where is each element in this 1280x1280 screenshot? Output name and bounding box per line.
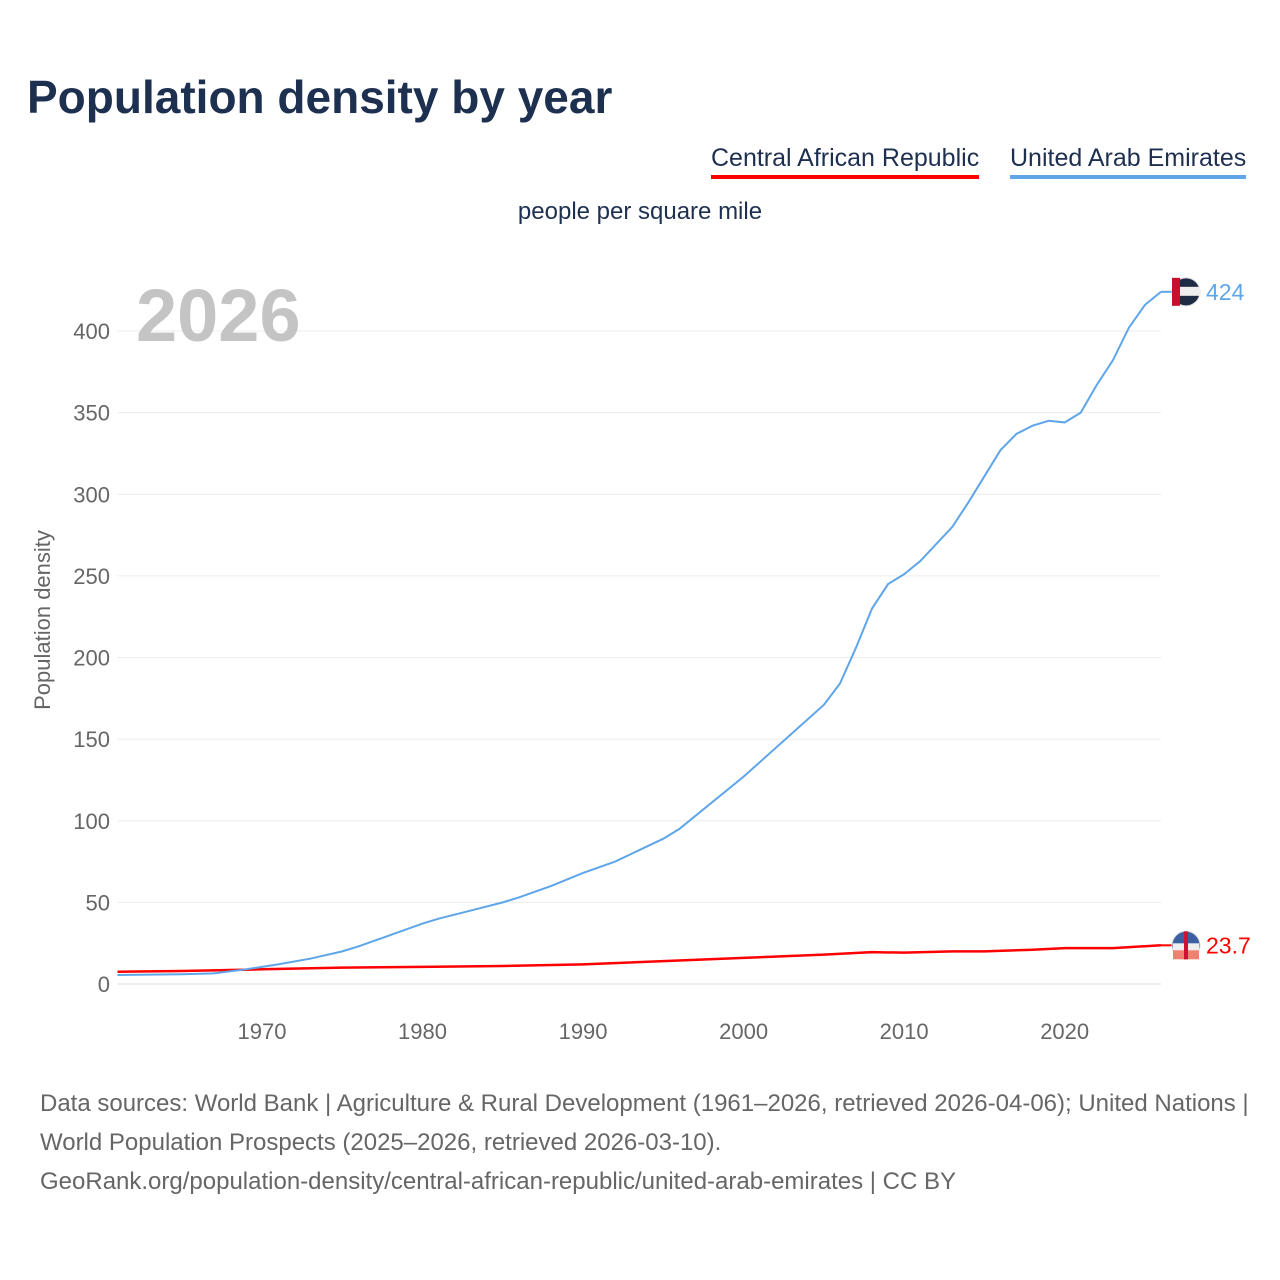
footer-sources-text: Data sources: World Bank | Agriculture &… bbox=[40, 1090, 1249, 1156]
end-value-label: 23.7 bbox=[1206, 932, 1251, 958]
y-tick-label: 200 bbox=[73, 646, 110, 671]
x-tick-label: 1970 bbox=[238, 1019, 287, 1044]
unit-subtitle: people per square mile bbox=[517, 198, 763, 225]
y-tick-label: 400 bbox=[73, 319, 110, 344]
x-tick-label: 2020 bbox=[1040, 1019, 1089, 1044]
x-tick-label: 2010 bbox=[880, 1019, 929, 1044]
x-tick-label: 1980 bbox=[398, 1019, 447, 1044]
y-tick-label: 350 bbox=[73, 401, 110, 426]
end-value-label: 424 bbox=[1206, 279, 1245, 305]
flag-icon-stripe bbox=[1184, 931, 1188, 960]
y-tick-label: 300 bbox=[73, 482, 110, 507]
series-line-car bbox=[117, 944, 1162, 974]
y-tick-label: 50 bbox=[86, 890, 110, 915]
year-watermark: 2026 bbox=[136, 274, 301, 357]
legend-united-arab-emirates[interactable]: United Arab Emirates bbox=[1010, 144, 1247, 179]
flag-icon-stripe bbox=[1180, 286, 1200, 296]
y-tick-label: 100 bbox=[73, 809, 110, 834]
flag-icon-stripe bbox=[1172, 277, 1180, 306]
y-tick-label: 150 bbox=[73, 727, 110, 752]
footer-sources: Data sources: World Bank | Agriculture &… bbox=[40, 1084, 1250, 1201]
line-chart: 0 50 100 150 200 250 300 350 400 1970 1980 1990 2000… bbox=[30, 274, 1251, 1044]
legend-central-african-republic[interactable]: Central African Republic bbox=[711, 144, 980, 179]
series-line-uae bbox=[117, 291, 1162, 977]
y-tick-label: 250 bbox=[73, 564, 110, 589]
y-tick-label: 0 bbox=[98, 972, 110, 997]
footer-link[interactable]: GeoRank.org/population-density/central-a… bbox=[40, 1168, 957, 1195]
x-tick-label: 2000 bbox=[719, 1019, 768, 1044]
chart-title: Population density by year bbox=[27, 71, 613, 123]
y-axis-label: Population density bbox=[30, 530, 55, 710]
x-tick-label: 1990 bbox=[559, 1019, 608, 1044]
